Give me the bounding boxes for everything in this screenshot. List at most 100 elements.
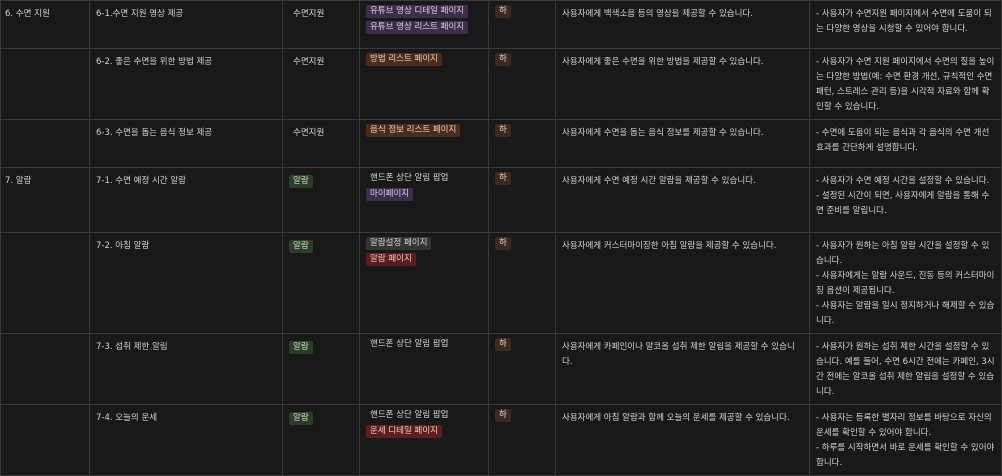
feature-cell[interactable]: 7-4. 오늘의 운세 (89, 404, 283, 476)
description-cell[interactable]: 사용자에게 커스터마이징한 아침 알람을 제공할 수 있습니다. (555, 232, 810, 334)
priority-tag[interactable]: 하 (495, 237, 511, 250)
category-cell[interactable] (0, 119, 90, 168)
feature-name: 7-3. 섭취 제한 알림 (96, 342, 168, 352)
details-cell[interactable]: - 수면에 도움이 되는 음식과 각 음식의 수면 개선 효과를 간단하게 설명… (809, 119, 1002, 168)
category-cell[interactable] (0, 232, 90, 334)
priority-cell[interactable]: 하 (488, 167, 556, 233)
description-text: 사용자에게 커스터마이징한 아침 알람을 제공할 수 있습니다. (562, 241, 777, 251)
group-cell[interactable]: 알람 (282, 404, 360, 476)
pages-cell[interactable]: 방법 리스트 페이지 (359, 48, 489, 120)
category-cell[interactable] (0, 333, 90, 405)
details-cell[interactable]: - 사용자가 원하는 섭취 제한 시간을 설정할 수 있습니다. 예를 들어, … (809, 333, 1002, 405)
page-tag[interactable]: 마이페이지 (366, 188, 414, 201)
category-cell[interactable]: 7. 알람 (0, 167, 90, 233)
feature-name: 6-2. 좋은 수면을 위한 방법 제공 (96, 57, 213, 67)
group-tag[interactable]: 수면지원 (293, 57, 325, 67)
page-tag[interactable]: 핸드폰 상단 알림 팝업 (370, 173, 449, 183)
feature-cell[interactable]: 6-1.수면 지원 영상 제공 (89, 0, 283, 49)
priority-cell[interactable]: 하 (488, 232, 556, 334)
page-tags: 음식 정보 리스트 페이지 (366, 123, 482, 139)
feature-cell[interactable]: 7-1. 수면 예정 시간 알람 (89, 167, 283, 233)
table-row[interactable]: 6-2. 좋은 수면을 위한 방법 제공 수면지원 방법 리스트 페이지 하 사용자에게… (0, 48, 1002, 120)
group-tag[interactable]: 알람 (289, 240, 313, 253)
group-cell[interactable]: 수면지원 (282, 0, 360, 49)
priority-tag[interactable]: 하 (495, 409, 511, 422)
priority-cell[interactable]: 하 (488, 48, 556, 120)
feature-cell[interactable]: 6-2. 좋은 수면을 위한 방법 제공 (89, 48, 283, 120)
feature-cell[interactable]: 7-3. 섭취 제한 알림 (89, 333, 283, 405)
page-tag[interactable]: 알람설정 페이지 (366, 237, 432, 250)
details-cell[interactable]: - 사용자가 수면지원 페이지에서 수면에 도움이 되는 다양한 영상을 시청할… (809, 0, 1002, 49)
page-tag[interactable]: 음식 정보 리스트 페이지 (366, 124, 461, 137)
group-tag[interactable]: 알람 (289, 175, 313, 188)
details-cell[interactable]: - 사용자는 등록한 별자리 정보를 바탕으로 자신의 운세를 확인할 수 있어… (809, 404, 1002, 476)
priority-tag[interactable]: 하 (495, 338, 511, 351)
group-tag[interactable]: 수면지원 (293, 9, 325, 19)
group-cell[interactable]: 알람 (282, 232, 360, 334)
category-cell[interactable]: 6. 수면 지원 (0, 0, 90, 49)
description-text: 사용자에게 좋은 수면을 위한 방법을 제공할 수 있습니다. (562, 57, 764, 67)
page-tag[interactable]: 핸드폰 상단 알림 팝업 (370, 410, 449, 420)
pages-cell[interactable]: 음식 정보 리스트 페이지 (359, 119, 489, 168)
category-label: 7. 알람 (5, 176, 32, 186)
page-tag[interactable]: 알람 페이지 (366, 253, 416, 266)
group-tag[interactable]: 알람 (289, 341, 313, 354)
detail-bullet: - 사용자가 원하는 섭취 제한 시간을 설정할 수 있습니다. 예를 들어, … (816, 342, 995, 397)
description-cell[interactable]: 사용자에게 수면 예정 시간 알람을 제공할 수 있습니다. (555, 167, 810, 233)
group-cell[interactable]: 알람 (282, 333, 360, 405)
feature-cell[interactable]: 7-2. 아침 알람 (89, 232, 283, 334)
details-cell[interactable]: - 사용자가 수면 지원 페이지에서 수면의 질을 높이는 다양한 방법(예: … (809, 48, 1002, 120)
group-tag[interactable]: 수면지원 (293, 128, 325, 138)
description-cell[interactable]: 사용자에게 백색소음 등의 영상을 제공할 수 있습니다. (555, 0, 810, 49)
description-text: 사용자에게 카페인이나 알코올 섭취 제한 알림을 제공할 수 있습니다. (562, 342, 795, 367)
details-cell[interactable]: - 사용자가 수면 예정 시간을 설정할 수 있습니다. - 설정된 시간이 되면… (809, 167, 1002, 233)
detail-bullet: - 사용자가 수면 예정 시간을 설정할 수 있습니다. (816, 176, 990, 186)
description-text: 사용자에게 수면 예정 시간 알람을 제공할 수 있습니다. (562, 176, 756, 186)
table-row[interactable]: 6. 수면 지원 6-1.수면 지원 영상 제공 수면지원 유튜브 영상 디테일 페이… (0, 0, 1002, 49)
priority-tag[interactable]: 하 (495, 5, 511, 18)
description-cell[interactable]: 사용자에게 아침 알람과 함께 오늘의 운세를 제공할 수 있습니다. (555, 404, 810, 476)
group-cell[interactable]: 수면지원 (282, 119, 360, 168)
page-tag[interactable]: 유튜브 영상 디테일 페이지 (366, 5, 469, 18)
priority-cell[interactable]: 하 (488, 404, 556, 476)
description-cell[interactable]: 사용자에게 수면을 돕는 음식 정보를 제공할 수 있습니다. (555, 119, 810, 168)
category-cell[interactable] (0, 48, 90, 120)
detail-bullet: - 사용자가 수면지원 페이지에서 수면에 도움이 되는 다양한 영상을 시청할… (816, 9, 992, 34)
group-cell[interactable]: 알람 (282, 167, 360, 233)
feature-cell[interactable]: 6-3. 수면을 돕는 음식 정보 제공 (89, 119, 283, 168)
priority-tag[interactable]: 하 (495, 53, 511, 66)
priority-cell[interactable]: 하 (488, 0, 556, 49)
group-cell[interactable]: 수면지원 (282, 48, 360, 120)
description-cell[interactable]: 사용자에게 좋은 수면을 위한 방법을 제공할 수 있습니다. (555, 48, 810, 120)
category-cell[interactable] (0, 404, 90, 476)
details-cell[interactable]: - 사용자가 원하는 아침 알람 시간을 설정할 수 있습니다. - 사용자에게는… (809, 232, 1002, 334)
pages-cell[interactable]: 핸드폰 상단 알림 팝업 (359, 333, 489, 405)
priority-cell[interactable]: 하 (488, 119, 556, 168)
group-tag[interactable]: 알람 (289, 412, 313, 425)
detail-bullet: - 수면에 도움이 되는 음식과 각 음식의 수면 개선 효과를 간단하게 설명… (816, 128, 990, 153)
priority-cell[interactable]: 하 (488, 333, 556, 405)
priority-tag[interactable]: 하 (495, 172, 511, 185)
description-text: 사용자에게 수면을 돕는 음식 정보를 제공할 수 있습니다. (562, 128, 764, 138)
feature-name: 7-4. 오늘의 운세 (96, 413, 158, 423)
page-tag[interactable]: 운세 디테일 페이지 (366, 425, 442, 438)
page-tag[interactable]: 방법 리스트 페이지 (366, 53, 442, 66)
description-cell[interactable]: 사용자에게 카페인이나 알코올 섭취 제한 알림을 제공할 수 있습니다. (555, 333, 810, 405)
detail-bullet: - 설정된 시간이 되면, 사용자에게 알람을 통해 수면 준비를 알립니다. (816, 191, 990, 216)
table-row[interactable]: 7-3. 섭취 제한 알림 알람 핸드폰 상단 알림 팝업 하 사용자에게 카페인이나 … (0, 333, 1002, 405)
page-tag[interactable]: 유튜브 영상 리스트 페이지 (366, 21, 469, 34)
feature-name: 6-3. 수면을 돕는 음식 정보 제공 (96, 128, 213, 138)
priority-tag[interactable]: 하 (495, 124, 511, 137)
table-row[interactable]: 6-3. 수면을 돕는 음식 정보 제공 수면지원 음식 정보 리스트 페이지 하 사용… (0, 119, 1002, 168)
page-tag[interactable]: 핸드폰 상단 알림 팝업 (370, 339, 449, 349)
